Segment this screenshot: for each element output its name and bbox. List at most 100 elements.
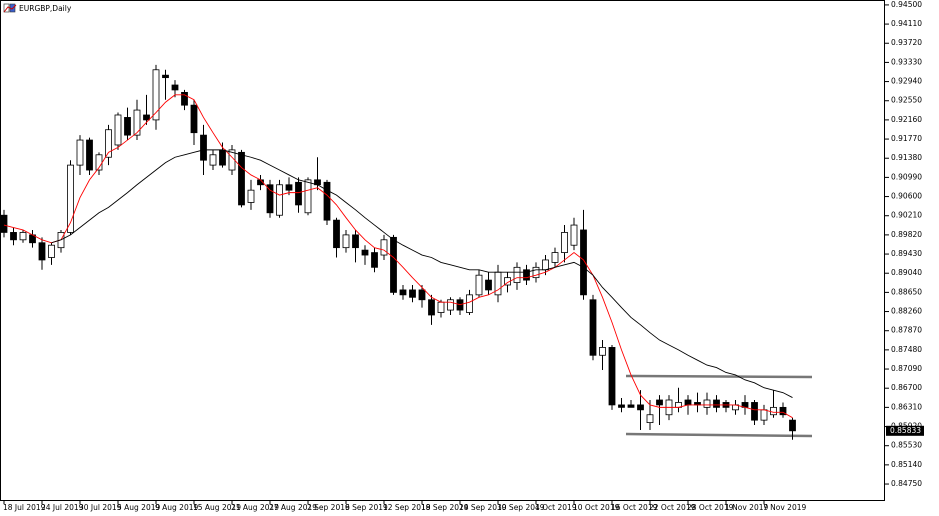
candle-body — [247, 189, 255, 203]
candle-body — [589, 299, 597, 356]
candle-body — [200, 134, 207, 161]
y-tick-label: 0.86700 — [891, 383, 922, 392]
y-tick-label: 0.85530 — [891, 441, 922, 450]
x-tick-label: 30 Sep 2019 — [497, 503, 545, 512]
candle-body — [779, 406, 787, 416]
candle-body — [10, 232, 17, 241]
x-tick-label: 15 Aug 2019 — [193, 503, 241, 512]
x-tick-label: 18 Sep 2019 — [421, 503, 469, 512]
candle-body — [114, 114, 122, 146]
candle-body — [703, 399, 711, 408]
y-tick-label: 0.92940 — [891, 77, 922, 86]
candle-body — [333, 219, 340, 249]
x-tick-label: 4 Oct 2019 — [535, 503, 577, 512]
candle-body — [608, 347, 616, 406]
y-tick-label: 0.85140 — [891, 460, 922, 469]
candle-body — [124, 117, 131, 136]
x-tick-label: 18 Jul 2019 — [3, 503, 46, 512]
y-tick-label: 0.92550 — [891, 96, 922, 105]
y-tick-label: 0.91770 — [891, 134, 922, 143]
candle-body — [105, 129, 112, 158]
y-tick-label: 0.92160 — [891, 115, 922, 124]
x-tick-label: 2 Sep 2019 — [307, 503, 350, 512]
candle-body — [190, 104, 198, 134]
candle-body — [181, 91, 188, 106]
x-tick-label: 22 Oct 2019 — [649, 503, 696, 512]
y-tick-label: 0.90990 — [891, 172, 922, 181]
candle-body — [162, 74, 169, 79]
candle-body — [760, 409, 768, 421]
candle-body — [285, 184, 293, 191]
candle-body — [627, 404, 635, 408]
y-tick-label: 0.89040 — [891, 268, 922, 277]
candle-body — [646, 414, 654, 424]
y-tick-label: 0.88650 — [891, 287, 922, 296]
x-tick-label: 1 Nov 2019 — [725, 503, 768, 512]
candle-body — [352, 234, 359, 249]
y-tick-label: 0.90600 — [891, 192, 922, 201]
x-tick-label: 7 Nov 2019 — [763, 503, 806, 512]
moving-average — [51, 149, 793, 398]
y-tick-label: 0.87090 — [891, 364, 922, 373]
x-tick-label: 5 Aug 2019 — [117, 503, 160, 512]
x-tick-label: 24 Sep 2019 — [459, 503, 507, 512]
y-tick-label: 0.89820 — [891, 230, 922, 239]
candle-body — [342, 234, 350, 249]
x-tick-label: 28 Oct 2019 — [687, 503, 734, 512]
candle-body — [561, 232, 568, 253]
candle-body — [418, 289, 426, 301]
candle-body — [0, 214, 8, 233]
candle-body — [770, 406, 777, 416]
candle-body — [276, 184, 283, 216]
y-tick-label: 0.90210 — [891, 211, 922, 220]
candle-body — [304, 179, 312, 214]
candle-body — [219, 149, 226, 166]
candle-body — [485, 279, 492, 291]
x-tick-label: 27 Aug 2019 — [269, 503, 317, 512]
x-tick-label: 12 Sep 2019 — [383, 503, 431, 512]
candle-body — [789, 419, 796, 432]
candle-body — [133, 109, 141, 136]
candle-body — [361, 249, 369, 256]
x-tick-label: 24 Jul 2019 — [41, 503, 84, 512]
y-tick-label: 0.87480 — [891, 345, 922, 354]
candle-body — [76, 139, 84, 166]
candle-body — [751, 402, 758, 421]
candle-body — [466, 294, 473, 313]
candle-body — [513, 266, 521, 283]
candle-body — [399, 289, 407, 296]
candle-body — [19, 232, 27, 241]
candle-body — [437, 301, 445, 313]
y-tick-label: 0.91380 — [891, 153, 922, 162]
candle-body — [390, 236, 397, 293]
candle-body — [152, 69, 160, 121]
x-tick-label: 6 Sep 2019 — [345, 503, 388, 512]
candle-body — [475, 274, 483, 296]
y-tick-label: 0.84750 — [891, 479, 922, 488]
candle-body — [580, 229, 587, 296]
chart-title: EURGBP,Daily — [19, 4, 72, 13]
candle-body — [656, 399, 663, 406]
candle-body — [143, 114, 150, 121]
x-tick-label: 16 Oct 2019 — [611, 503, 658, 512]
candle-body — [38, 242, 46, 261]
candle-body — [713, 399, 720, 408]
candle-body — [447, 299, 454, 311]
channel-line-bottom — [625, 432, 813, 438]
x-tick-label: 9 Aug 2019 — [155, 503, 198, 512]
candle-body — [428, 299, 435, 316]
candle-body — [238, 151, 245, 206]
y-tick-label: 0.93330 — [891, 57, 922, 66]
y-tick-label: 0.87870 — [891, 326, 922, 335]
moving-average — [3, 94, 793, 419]
x-tick-label: 30 Jul 2019 — [79, 503, 122, 512]
candle-body — [371, 252, 378, 268]
candle-body — [323, 181, 331, 221]
candle-body — [67, 164, 74, 233]
candle-body — [637, 404, 644, 411]
price-tag-label: 0.85833 — [890, 426, 921, 435]
candle-body — [409, 289, 416, 298]
price-tag — [886, 425, 924, 436]
